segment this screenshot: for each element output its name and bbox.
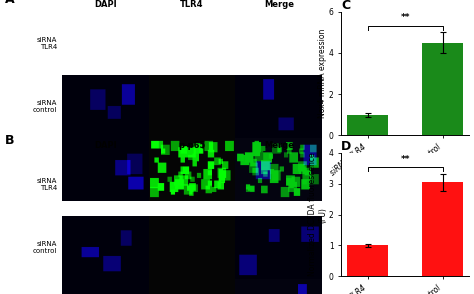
Text: **: ** <box>401 13 410 22</box>
Bar <box>422 43 464 135</box>
Y-axis label: Normalized DCFDA fluorescence
(FU): Normalized DCFDA fluorescence (FU) <box>308 153 328 276</box>
Text: A: A <box>5 0 14 6</box>
Text: **: ** <box>401 155 410 164</box>
Bar <box>347 245 388 276</box>
Text: Merge: Merge <box>264 0 294 9</box>
Text: D: D <box>341 140 352 153</box>
Bar <box>422 182 464 276</box>
Text: B: B <box>5 134 14 147</box>
Text: siRNA
TLR4: siRNA TLR4 <box>36 178 57 191</box>
Text: TLR4: TLR4 <box>180 0 204 9</box>
Bar <box>347 115 388 135</box>
Text: DAPI: DAPI <box>94 0 117 9</box>
Text: Merge: Merge <box>264 141 294 150</box>
Text: p-p65: p-p65 <box>178 141 206 150</box>
Text: siRNA
control: siRNA control <box>33 241 57 254</box>
Y-axis label: Nox4 mRNA expression: Nox4 mRNA expression <box>319 29 328 118</box>
Text: siRNA
control: siRNA control <box>33 100 57 113</box>
Text: siRNA
TLR4: siRNA TLR4 <box>36 37 57 50</box>
Text: DAPI: DAPI <box>94 141 117 150</box>
Text: C: C <box>341 0 350 12</box>
